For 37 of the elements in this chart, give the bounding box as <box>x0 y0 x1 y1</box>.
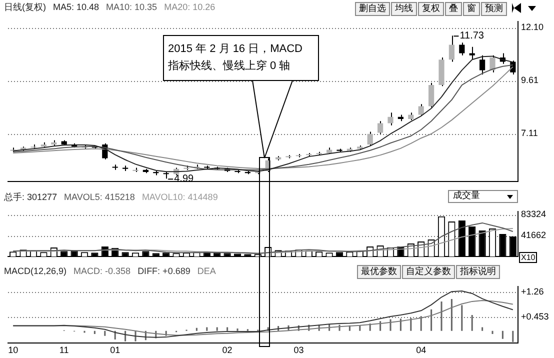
text: MAVOL10: 414489 <box>142 192 218 202</box>
text: MA10: 10.35 <box>106 2 158 12</box>
chart-title: MACD(12,26,9) <box>4 266 67 276</box>
text: 删自选 <box>355 2 390 16</box>
text: X10 <box>519 252 538 263</box>
chart-title: 日线(复权) <box>4 2 46 12</box>
y-tick-label: +0.453 <box>521 311 549 322</box>
x-tick-label: 03 <box>294 345 304 356</box>
y-tick-label: 41662 <box>521 230 546 240</box>
text: DIFF: +0.689 <box>138 266 190 276</box>
text: 最优参数 <box>357 265 401 279</box>
text: 自定义参数 <box>402 265 455 279</box>
text: MA5: 10.48 <box>53 2 100 12</box>
text: 指标说明 <box>456 265 500 279</box>
text: 复权 <box>418 2 444 16</box>
text: MA20: 10.26 <box>164 2 216 12</box>
x-tick-label: 11 <box>59 345 69 356</box>
x-tick-label: 01 <box>110 345 120 356</box>
y-tick-label: 9.61 <box>521 75 539 86</box>
annotation: 11.73 <box>460 30 484 42</box>
text: DEA <box>197 266 216 276</box>
text: 均线 <box>391 2 417 16</box>
y-tick-label: 83324 <box>521 209 546 220</box>
annotation: 2015 年 2 月 16 日，MACD 指标快线、慢线上穿 0 轴 <box>163 35 319 81</box>
x-tick-label: 04 <box>416 345 426 356</box>
text: 窗 <box>463 2 480 16</box>
x-tick-label: 02 <box>222 345 232 356</box>
chart-title: 总手: 301277 <box>4 192 58 202</box>
text: MACD: -0.358 <box>74 266 131 276</box>
text: 预测 <box>481 2 507 16</box>
y-tick-label: 7.11 <box>521 128 538 138</box>
y-tick-label: 12.10 <box>521 22 544 32</box>
x-tick-label: 10 <box>8 345 18 356</box>
y-tick-label: +1.26 <box>521 286 544 297</box>
text: 成交量 <box>448 190 518 203</box>
text: 叠 <box>445 2 462 16</box>
text: MAVOL5: 415218 <box>64 192 135 202</box>
